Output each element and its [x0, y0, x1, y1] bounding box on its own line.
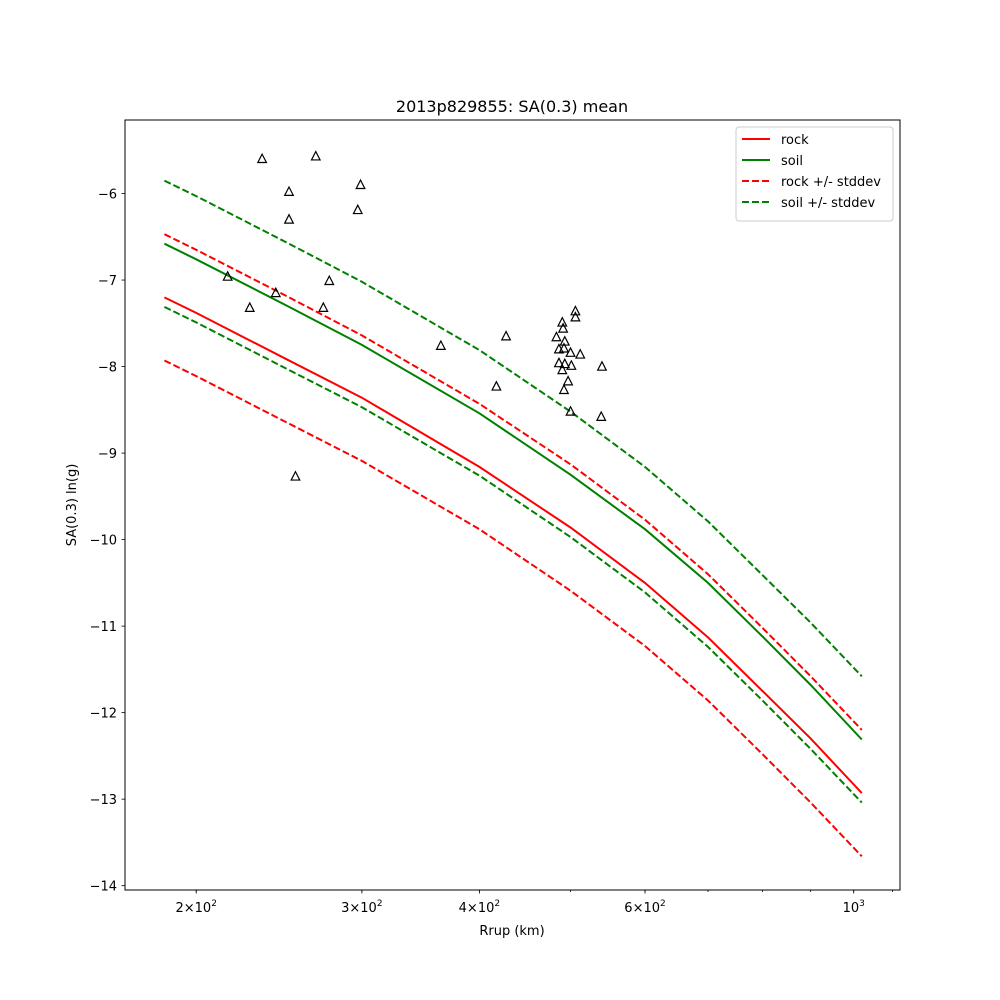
observation-point-19: [570, 311, 581, 322]
observation-point-18: [570, 305, 581, 316]
y-tick-label: −8: [98, 361, 117, 376]
plot-frame: [124, 119, 901, 891]
observation-point-30: [562, 375, 574, 386]
observation-point-4: [352, 203, 364, 215]
y-tick-label: −10: [90, 534, 117, 549]
observation-point-26: [559, 357, 571, 369]
observation-point-5: [283, 213, 295, 224]
observation-point-29: [557, 363, 568, 375]
observation-point-24: [574, 348, 586, 359]
x-axis-label: Rrup (km): [479, 924, 544, 939]
y-tick-label: −11: [90, 620, 117, 635]
series-line-4: [163, 179, 863, 677]
x-tick-label: 3×102: [341, 899, 382, 916]
observation-point-31: [558, 383, 570, 395]
observation-point-12: [435, 339, 447, 351]
observation-point-33: [595, 410, 607, 421]
observation-point-23: [565, 346, 576, 357]
chart-title: 2013p829855: SA(0.3) mean: [396, 97, 628, 116]
observation-point-0: [256, 152, 268, 164]
observation-point-25: [553, 356, 565, 368]
series-line-2: [163, 233, 863, 731]
y-tick-label: −14: [90, 880, 117, 895]
plot-lines: [163, 179, 863, 857]
series-line-5: [163, 306, 863, 804]
x-tick-label: 2×102: [175, 899, 216, 916]
legend: rock soil rock +/- stddev soil +/- stddev: [735, 126, 894, 222]
observation-point-15: [551, 331, 562, 342]
y-tick-label: −6: [98, 188, 117, 203]
y-tick-label: −12: [90, 707, 117, 722]
series-line-1: [163, 242, 863, 741]
observation-point-13: [500, 330, 512, 341]
legend-label: soil: [781, 154, 803, 169]
y-tick-label: −9: [98, 447, 117, 462]
x-tick-label: 103: [843, 899, 865, 916]
x-axis: 2×102 3×102 4×102 6×102 103: [175, 890, 894, 916]
legend-label: soil +/- stddev: [781, 196, 876, 211]
observation-point-10: [318, 301, 329, 312]
observation-point-27: [566, 359, 577, 370]
observation-markers: [222, 150, 608, 481]
observation-point-7: [323, 274, 335, 286]
y-axis-label: SA(0.3) ln(g): [65, 464, 80, 547]
series-line-3: [163, 359, 863, 857]
observation-point-32: [565, 405, 576, 416]
observation-point-9: [244, 301, 256, 312]
y-tick-label: −7: [98, 274, 117, 289]
observation-point-28: [596, 360, 608, 371]
observation-point-22: [558, 342, 570, 353]
legend-label: rock: [781, 133, 809, 148]
series-line-0: [163, 296, 863, 794]
observation-point-1: [310, 150, 322, 161]
observation-point-6: [222, 270, 233, 281]
observation-point-11: [290, 470, 301, 481]
y-tick-label: −13: [90, 793, 117, 808]
observation-point-14: [491, 380, 502, 391]
y-axis: −6 −7 −8 −9 −10 −11 −12 −13 −14: [90, 188, 125, 895]
legend-label: rock +/- stddev: [781, 175, 881, 190]
observation-point-8: [270, 286, 282, 298]
x-tick-label: 4×102: [459, 899, 500, 916]
x-tick-label: 6×102: [624, 899, 665, 916]
legend-box: [735, 126, 894, 222]
observation-point-3: [355, 178, 366, 190]
observation-point-2: [283, 185, 295, 197]
observation-point-17: [557, 322, 569, 333]
